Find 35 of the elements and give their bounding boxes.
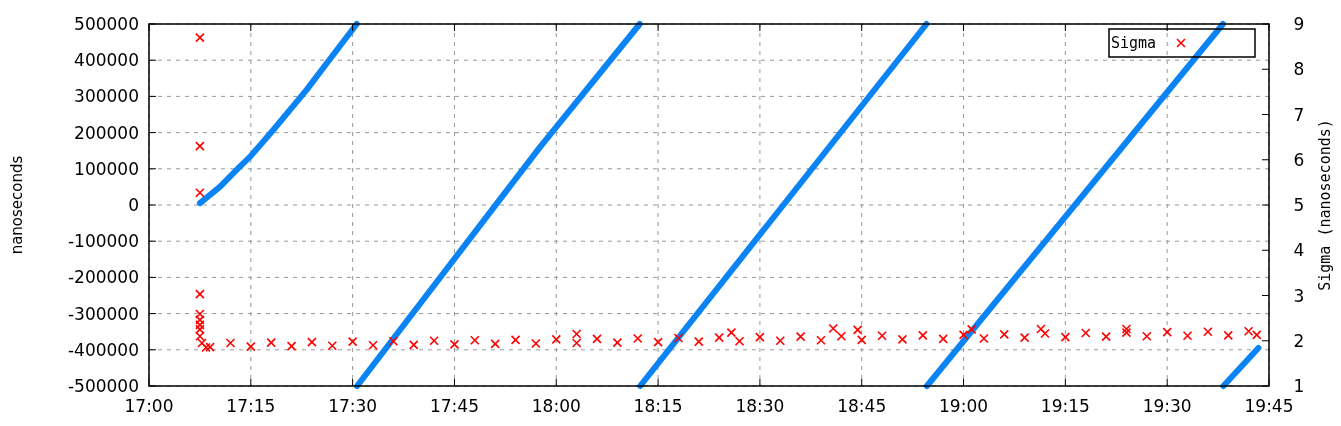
y2-tick-label: 9 (1293, 14, 1305, 34)
x-tick-label: 17:30 (328, 396, 378, 416)
x-tick-label: 18:45 (837, 396, 887, 416)
y-tick-label: -400000 (67, 339, 139, 360)
y-tick-label: 400000 (74, 50, 139, 71)
y2-tick-label: 7 (1293, 104, 1305, 125)
y-tick-label: -100000 (67, 231, 139, 252)
x-tick-label: 18:15 (633, 396, 683, 416)
x-tick-label: 19:45 (1244, 396, 1294, 416)
y2-axis-title: Sigma (nanoseconds) (1316, 119, 1334, 291)
y2-tick-label: 2 (1293, 330, 1305, 351)
y2-tick-label: 3 (1293, 285, 1305, 306)
y-tick-label: -300000 (67, 303, 139, 324)
y-tick-label: 200000 (74, 122, 139, 143)
x-tick-label: 19:30 (1142, 396, 1192, 416)
y-tick-label: -200000 (67, 267, 139, 288)
x-tick-label: 17:45 (429, 396, 479, 416)
x-tick-label: 17:15 (226, 396, 276, 416)
legend-label: Sigma (1111, 34, 1157, 52)
y-axis-title: nanoseconds (8, 155, 26, 255)
y2-tick-label: 5 (1293, 195, 1305, 215)
x-tick-label: 19:15 (1040, 396, 1090, 416)
y-tick-label: 300000 (74, 86, 139, 107)
y-tick-label: 0 (128, 195, 139, 215)
y2-tick-label: 8 (1293, 59, 1305, 80)
x-tick-label: 19:00 (939, 396, 989, 416)
y2-tick-label: 4 (1293, 240, 1305, 261)
y-tick-label: 100000 (74, 158, 139, 179)
x-tick-label: 17:00 (124, 396, 174, 416)
y2-tick-label: 6 (1293, 149, 1305, 170)
y-tick-label: 500000 (74, 14, 139, 34)
x-tick-label: 18:00 (531, 396, 581, 416)
x-tick-label: 18:30 (735, 396, 785, 416)
y-tick-label: -500000 (67, 376, 139, 396)
y2-tick-label: 1 (1293, 376, 1305, 396)
